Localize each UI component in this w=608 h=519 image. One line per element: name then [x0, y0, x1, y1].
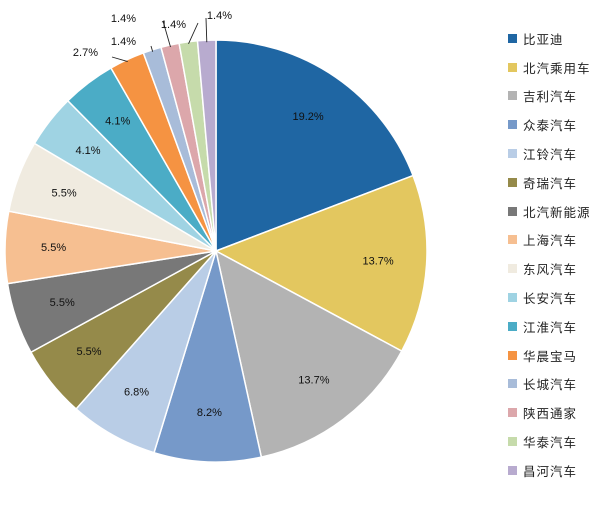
legend-item: 北汽乘用车: [508, 53, 608, 82]
legend-swatch: [508, 321, 517, 331]
pie-slice: [214, 174, 428, 353]
slice-labels: 19.2% 13.7% 13.7% 8.2% 6.8% 5.5% 5.5% 5.5% 5.5% 4…: [41, 10, 394, 419]
legend-label: 吉利汽车: [523, 89, 578, 105]
legend-label: 江淮汽车: [523, 319, 578, 335]
legend-label: 长城汽车: [523, 377, 578, 393]
legend-item: 上海汽车: [508, 226, 608, 255]
slice-value-label: 13.7%: [362, 255, 393, 267]
legend-item: 吉利汽车: [508, 82, 608, 111]
slice-value-label: 5.5%: [52, 187, 77, 199]
legend-label: 江铃汽车: [523, 147, 578, 163]
legend-item: 昌河汽车: [508, 456, 608, 485]
legend-swatch: [508, 408, 517, 418]
legend-label: 北汽新能源: [523, 204, 591, 220]
leader-lines: [111, 17, 208, 63]
slice-value-label: 5.5%: [50, 297, 75, 309]
legend-swatch: [508, 235, 517, 245]
leader-line: [205, 17, 208, 43]
leader-line: [111, 56, 128, 63]
legend-swatch: [508, 177, 517, 187]
slice-value-label: 4.1%: [105, 116, 130, 128]
legend-swatch: [508, 91, 517, 101]
legend-item: 长城汽车: [508, 370, 608, 399]
legend-label: 北汽乘用车: [523, 60, 591, 76]
leader-line: [188, 22, 199, 44]
pie-slice: [214, 249, 403, 458]
legend-label: 东风汽车: [523, 262, 578, 278]
slice-value-label: 2.7%: [73, 47, 98, 59]
slice-value-label: 1.4%: [111, 13, 136, 25]
legend-item: 北汽新能源: [508, 197, 608, 226]
pie-slice: [215, 39, 415, 253]
legend-label: 比亚迪: [523, 31, 564, 47]
legend-label: 华晨宝马: [523, 348, 578, 364]
slice-value-label: 8.2%: [197, 407, 222, 419]
slice-value-label: 5.5%: [76, 346, 101, 358]
legend-swatch: [508, 465, 517, 475]
legend: 比亚迪北汽乘用车吉利汽车众泰汽车江铃汽车奇瑞汽车北汽新能源上海汽车东风汽车长安汽…: [508, 24, 608, 485]
legend-swatch: [508, 293, 517, 303]
slice-value-label: 19.2%: [292, 111, 323, 123]
legend-label: 昌河汽车: [523, 463, 578, 479]
legend-item: 众泰汽车: [508, 110, 608, 139]
slice-value-label: 4.1%: [75, 145, 100, 157]
slice-value-label: 5.5%: [41, 242, 66, 254]
slice-value-label: 1.4%: [111, 36, 136, 48]
slice-value-label: 1.4%: [161, 19, 186, 31]
legend-item: 奇瑞汽车: [508, 168, 608, 197]
leader-line: [162, 20, 171, 48]
legend-label: 华泰汽车: [523, 435, 578, 451]
slice-value-label: 13.7%: [298, 375, 329, 387]
legend-swatch: [508, 350, 517, 360]
legend-label: 陕西通家: [523, 406, 578, 422]
legend-item: 华晨宝马: [508, 341, 608, 370]
legend-swatch: [508, 379, 517, 389]
legend-item: 江淮汽车: [508, 312, 608, 341]
pie-slices: [4, 39, 428, 463]
legend-swatch: [508, 437, 517, 447]
legend-swatch: [508, 120, 517, 130]
slice-value-label: 1.4%: [207, 10, 232, 22]
legend-item: 比亚迪: [508, 24, 608, 53]
legend-item: 华泰汽车: [508, 427, 608, 456]
legend-swatch: [508, 206, 517, 216]
legend-item: 长安汽车: [508, 283, 608, 312]
legend-swatch: [508, 149, 517, 159]
legend-item: 陕西通家: [508, 398, 608, 427]
leader-line: [150, 45, 154, 52]
legend-label: 众泰汽车: [523, 118, 578, 134]
legend-label: 上海汽车: [523, 233, 578, 249]
slice-value-label: 6.8%: [124, 387, 149, 399]
legend-item: 东风汽车: [508, 254, 608, 283]
legend-swatch: [508, 264, 517, 274]
legend-label: 长安汽车: [523, 291, 578, 307]
pie-slice: [153, 248, 263, 463]
legend-swatch: [508, 62, 517, 72]
legend-swatch: [508, 33, 517, 43]
legend-label: 奇瑞汽车: [523, 175, 578, 191]
legend-item: 江铃汽车: [508, 139, 608, 168]
